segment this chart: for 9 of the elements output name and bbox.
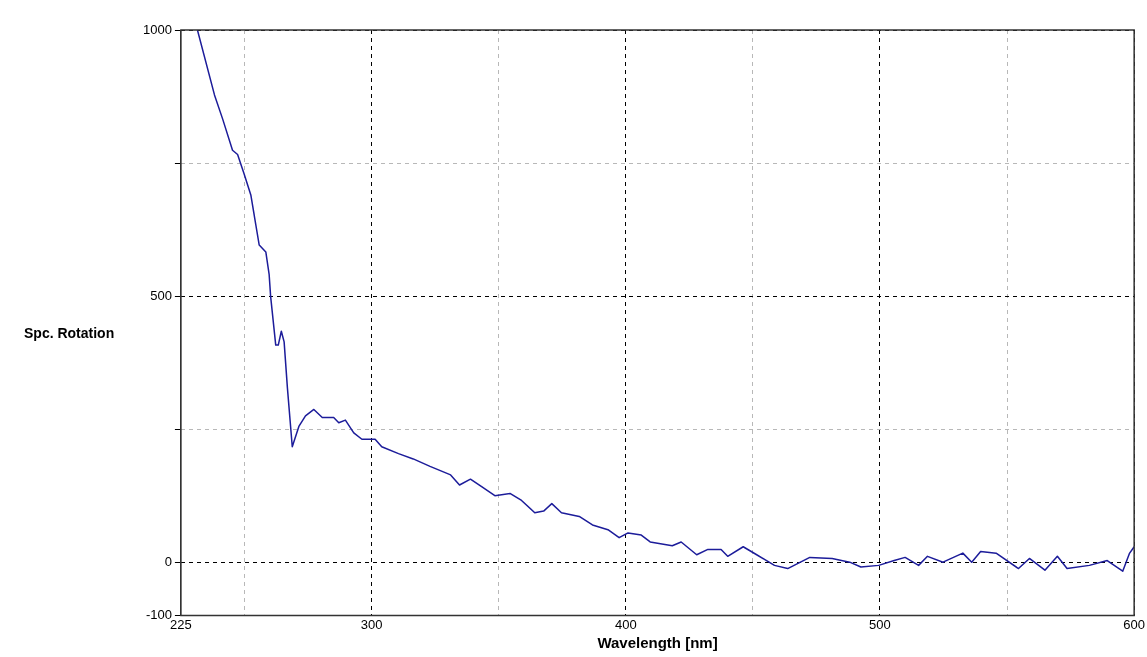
x-axis-title: Wavelength [nm]	[597, 634, 718, 652]
x-tick-label: 400	[614, 616, 637, 632]
y-tick-label: 1000	[143, 21, 172, 37]
x-tick-label: 300	[360, 616, 383, 632]
x-tick-label: 600	[1123, 616, 1146, 632]
y-axis-title: Spc. Rotation	[24, 325, 115, 342]
x-tick-label: 500	[869, 616, 891, 632]
y-tick-label: 0	[164, 553, 172, 569]
y-tick-label: 500	[150, 287, 172, 303]
